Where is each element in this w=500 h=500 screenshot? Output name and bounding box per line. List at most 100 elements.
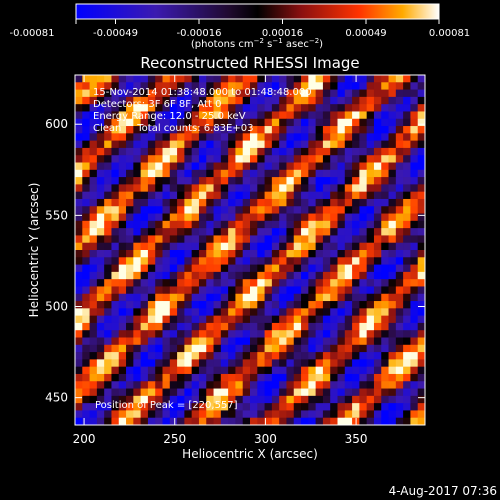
heatmap-cell bbox=[235, 140, 244, 149]
heatmap-cell bbox=[228, 111, 236, 120]
heatmap-cell bbox=[330, 206, 338, 214]
heatmap-cell bbox=[381, 104, 389, 112]
heatmap-cell bbox=[133, 191, 142, 200]
heatmap-cell bbox=[337, 228, 346, 236]
heatmap-cell bbox=[242, 359, 251, 368]
heatmap-cell bbox=[301, 104, 309, 112]
heatmap-cell bbox=[118, 366, 127, 375]
heatmap-cell bbox=[330, 75, 338, 83]
heatmap-cell bbox=[155, 111, 163, 120]
heatmap-cell bbox=[279, 104, 287, 112]
heatmap-cell bbox=[250, 403, 258, 411]
heatmap-cell bbox=[308, 366, 317, 375]
heatmap-cell bbox=[206, 220, 214, 229]
heatmap-cell bbox=[271, 279, 280, 287]
heatmap-cell bbox=[184, 96, 193, 105]
heatmap-cell bbox=[250, 133, 258, 142]
heatmap-cell bbox=[82, 271, 90, 280]
heatmap-cell bbox=[366, 257, 375, 265]
heatmap-cell bbox=[206, 89, 214, 98]
heatmap-cell bbox=[279, 213, 287, 222]
heatmap-cell bbox=[352, 366, 360, 375]
heatmap-cell bbox=[111, 96, 120, 105]
heatmap-cell bbox=[330, 133, 338, 142]
heatmap-cell bbox=[366, 235, 375, 244]
heatmap-cell bbox=[381, 373, 389, 382]
heatmap-cell bbox=[293, 366, 302, 375]
heatmap-cell bbox=[308, 388, 317, 397]
heatmap-cell bbox=[118, 301, 127, 309]
heatmap-cell bbox=[155, 118, 163, 127]
heatmap-cell bbox=[417, 286, 425, 295]
heatmap-cell bbox=[264, 337, 273, 346]
heatmap-cell bbox=[184, 388, 193, 397]
heatmap-cell bbox=[352, 330, 360, 338]
heatmap-cell bbox=[286, 352, 295, 360]
heatmap-cell bbox=[213, 104, 222, 112]
heatmap-cell bbox=[330, 155, 338, 163]
heatmap-cell bbox=[169, 220, 178, 229]
heatmap-cell bbox=[388, 133, 397, 142]
heatmap-cell bbox=[82, 111, 90, 120]
heatmap-cell bbox=[111, 206, 120, 214]
heatmap-cell bbox=[191, 140, 200, 149]
heatmap-cell bbox=[330, 301, 338, 309]
heatmap-cell bbox=[140, 271, 149, 280]
heatmap-cell bbox=[271, 257, 280, 265]
heatmap-cell bbox=[366, 184, 375, 193]
heatmap-cell bbox=[198, 403, 207, 411]
heatmap-cell bbox=[373, 169, 382, 178]
heatmap-cell bbox=[111, 75, 120, 83]
heatmap-cell bbox=[140, 279, 149, 287]
heatmap-cell bbox=[89, 118, 98, 127]
heatmap-cell bbox=[322, 82, 331, 90]
heatmap-cell bbox=[279, 366, 287, 375]
heatmap-cell bbox=[359, 82, 368, 90]
heatmap-cell bbox=[417, 162, 425, 171]
heatmap-cell bbox=[235, 75, 244, 83]
heatmap-cell bbox=[89, 373, 98, 382]
heatmap-cell bbox=[359, 293, 368, 302]
heatmap-cell bbox=[330, 330, 338, 338]
heatmap-cell bbox=[352, 228, 360, 236]
heatmap-cell bbox=[184, 250, 193, 258]
heatmap-cell bbox=[206, 344, 214, 353]
heatmap-cell bbox=[162, 366, 171, 375]
heatmap-cell bbox=[235, 133, 244, 142]
heatmap-cell bbox=[417, 111, 425, 120]
heatmap-cell bbox=[388, 96, 397, 105]
heatmap-cell bbox=[147, 352, 156, 360]
heatmap-cell bbox=[155, 140, 163, 149]
heatmap-cell bbox=[337, 395, 346, 404]
timestamp: 4-Aug-2017 07:36 bbox=[389, 484, 497, 498]
heatmap-cell bbox=[162, 308, 171, 317]
heatmap-cell bbox=[395, 126, 404, 134]
heatmap-cell bbox=[373, 162, 382, 171]
peak-position-label: Position of Peak = [220,557] bbox=[95, 400, 238, 411]
heatmap-cell bbox=[220, 184, 229, 193]
heatmap-cell bbox=[352, 403, 360, 411]
heatmap-cell bbox=[213, 308, 222, 317]
heatmap-cell bbox=[133, 89, 142, 98]
heatmap-cell bbox=[410, 286, 419, 295]
heatmap-cell bbox=[308, 220, 317, 229]
heatmap-cell bbox=[235, 213, 244, 222]
heatmap-cell bbox=[395, 271, 404, 280]
heatmap-cell bbox=[301, 410, 309, 419]
heatmap-cell bbox=[118, 206, 127, 214]
heatmap-cell bbox=[96, 169, 105, 178]
heatmap-cell bbox=[191, 417, 200, 425]
heatmap-cell bbox=[220, 169, 229, 178]
heatmap-cell bbox=[271, 111, 280, 120]
heatmap-cell bbox=[75, 235, 83, 244]
heatmap-cell bbox=[250, 257, 258, 265]
heatmap-cell bbox=[75, 126, 83, 134]
heatmap-cell bbox=[417, 213, 425, 222]
y-tick-label: 450 bbox=[45, 391, 68, 405]
heatmap-cell bbox=[147, 410, 156, 419]
heatmap-cell bbox=[198, 184, 207, 193]
heatmap-cell bbox=[242, 104, 251, 112]
heatmap-cell bbox=[133, 388, 142, 397]
heatmap-cell bbox=[257, 395, 265, 404]
heatmap-cell bbox=[235, 381, 244, 389]
